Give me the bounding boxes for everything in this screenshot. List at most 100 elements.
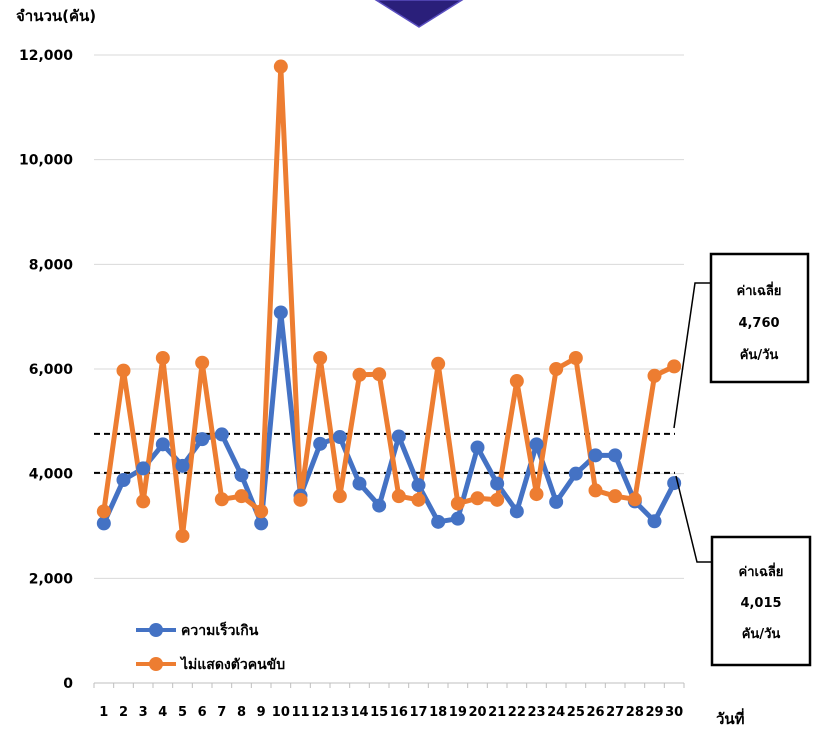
legend-swatch-marker (149, 657, 163, 671)
legend-swatch-marker (149, 623, 163, 637)
data-point (96, 516, 111, 531)
data-point (273, 305, 288, 320)
x-tick-label: 5 (178, 705, 187, 720)
data-point (116, 472, 131, 487)
data-point (549, 362, 564, 376)
x-tick-label: 6 (198, 705, 207, 720)
legend: ความเร็วเกิน ไม่แสดงตัวคนขับ (136, 621, 285, 673)
data-point (313, 351, 328, 366)
data-point (529, 437, 544, 452)
data-point (352, 476, 367, 491)
x-tick-label: 27 (606, 705, 624, 720)
series-layer (96, 59, 682, 543)
callout-unit: คัน/วัน (740, 348, 779, 363)
callout-unit: คัน/วัน (742, 627, 781, 642)
callout-box (709, 252, 810, 384)
x-tick-label: 13 (331, 705, 349, 720)
x-tick-label: 21 (488, 705, 506, 720)
data-point (136, 461, 151, 476)
callout-text: ค่าเฉลี่ย (737, 281, 782, 299)
data-point (549, 494, 564, 509)
data-point (372, 498, 387, 513)
data-point (391, 429, 406, 444)
data-point (667, 359, 682, 374)
data-point (490, 476, 505, 491)
data-point (195, 355, 210, 370)
x-tick-label: 20 (468, 705, 486, 720)
data-point (647, 514, 662, 529)
y-axis-title: จำนวน(คัน) (16, 7, 96, 25)
x-tick-label: 26 (586, 705, 604, 720)
data-point (313, 436, 328, 451)
grid-lines (94, 54, 684, 579)
x-tick-label: 23 (527, 705, 545, 720)
data-point (647, 368, 662, 383)
data-point (431, 514, 446, 529)
y-tick-label: 4,000 (29, 467, 74, 483)
x-tick-label: 11 (291, 705, 309, 720)
data-point (332, 430, 347, 445)
data-point (372, 367, 387, 382)
data-point (627, 492, 642, 507)
legend-label: ความเร็วเกิน (181, 621, 259, 639)
data-point (155, 351, 170, 366)
x-tick-label: 30 (665, 705, 683, 720)
data-point (529, 487, 544, 502)
data-point (234, 489, 249, 504)
data-point (509, 504, 524, 519)
data-point (411, 478, 426, 493)
callout-value: 4,760 (738, 316, 779, 331)
x-tick-label: 1 (99, 705, 108, 720)
y-tick-label: 10,000 (19, 153, 73, 169)
data-point (568, 466, 583, 481)
data-point (96, 504, 111, 519)
data-point (155, 437, 170, 452)
x-tick-label: 25 (567, 705, 585, 720)
data-point (293, 492, 308, 507)
x-tick-label: 16 (390, 705, 408, 720)
x-tick-label: 12 (311, 705, 329, 720)
data-point (568, 351, 583, 366)
callout-bracket (675, 475, 711, 563)
annotation-mean-4760: ค่าเฉลี่ย 4,760 คัน/วัน (673, 252, 810, 429)
x-tick-label: 4 (158, 705, 167, 720)
data-point (254, 504, 269, 519)
x-tick-label: 15 (370, 705, 388, 720)
data-point (411, 492, 426, 507)
data-point (450, 511, 465, 526)
callout-bracket (673, 282, 710, 429)
x-axis-title: วันที่ (716, 708, 745, 728)
logo-fragment-icon (374, 0, 464, 28)
data-point (509, 374, 524, 389)
x-tick-label: 8 (237, 705, 246, 720)
data-point (588, 483, 603, 498)
y-tick-label: 2,000 (29, 571, 74, 587)
data-point (136, 494, 151, 509)
annotation-mean-4015: ค่าเฉลี่ย 4,015 คัน/วัน (675, 475, 812, 667)
data-point (234, 468, 249, 483)
data-point (175, 528, 190, 543)
x-tick-label: 24 (547, 705, 565, 720)
y-tick-label: 8,000 (29, 257, 74, 273)
data-point (470, 491, 485, 506)
data-point (608, 489, 623, 504)
data-point (273, 59, 288, 74)
x-tick-label: 2 (119, 705, 128, 720)
data-point (332, 489, 347, 504)
callout-box (710, 535, 812, 667)
x-tick-label: 14 (350, 705, 368, 720)
data-point (431, 356, 446, 371)
callout-value: 4,015 (740, 596, 781, 611)
data-point (470, 440, 485, 455)
x-tick-label: 10 (272, 705, 290, 720)
data-point (391, 489, 406, 504)
data-point (450, 496, 465, 511)
data-point (175, 458, 190, 473)
y-tick-label: 12,000 (19, 48, 73, 64)
data-point (608, 448, 623, 463)
data-point (490, 492, 505, 507)
x-tick-label: 7 (217, 705, 226, 720)
